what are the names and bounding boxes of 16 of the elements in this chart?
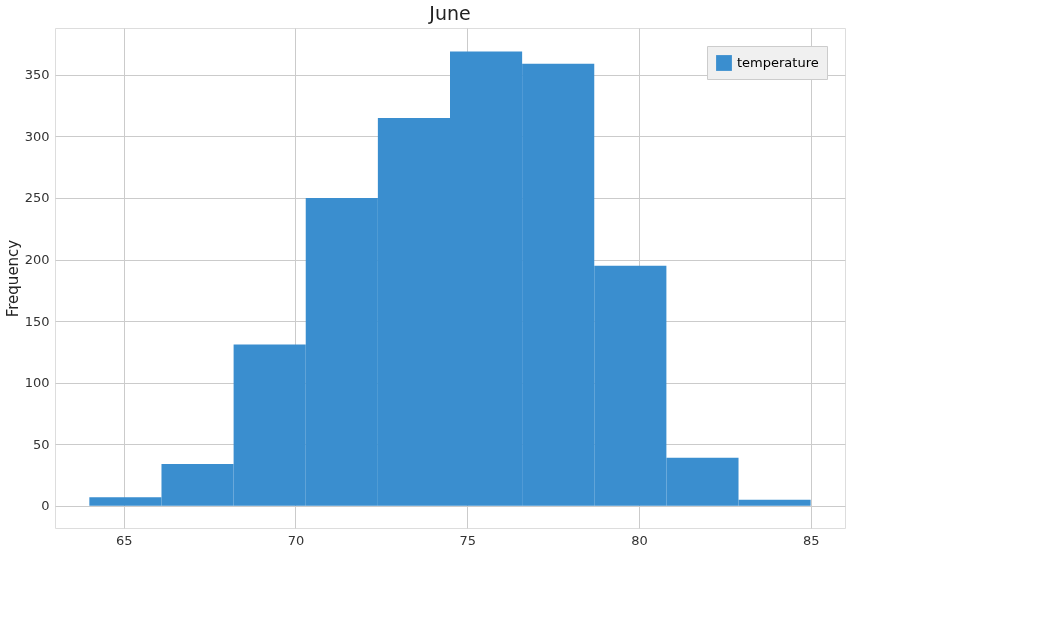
y-tick-label: 0 <box>41 498 50 514</box>
legend-label: temperature <box>737 55 819 70</box>
chart-title: June <box>428 2 471 24</box>
y-tick-label: 150 <box>24 313 50 329</box>
y-tick-label: 250 <box>24 190 50 206</box>
y-tick-label: 100 <box>24 375 50 391</box>
x-tick-label: 75 <box>459 532 476 548</box>
y-tick-label: 300 <box>24 128 50 144</box>
x-tick-label: 65 <box>115 532 133 548</box>
x-tick-label: 70 <box>287 532 305 548</box>
y-tick-label: 200 <box>24 252 50 268</box>
x-tick-label: 85 <box>802 532 820 548</box>
y-tick-label: 350 <box>24 67 50 83</box>
y-tick-label: 50 <box>32 436 50 452</box>
x-tick-label: 80 <box>631 532 648 548</box>
y-axis-title: Frequency <box>3 239 22 318</box>
